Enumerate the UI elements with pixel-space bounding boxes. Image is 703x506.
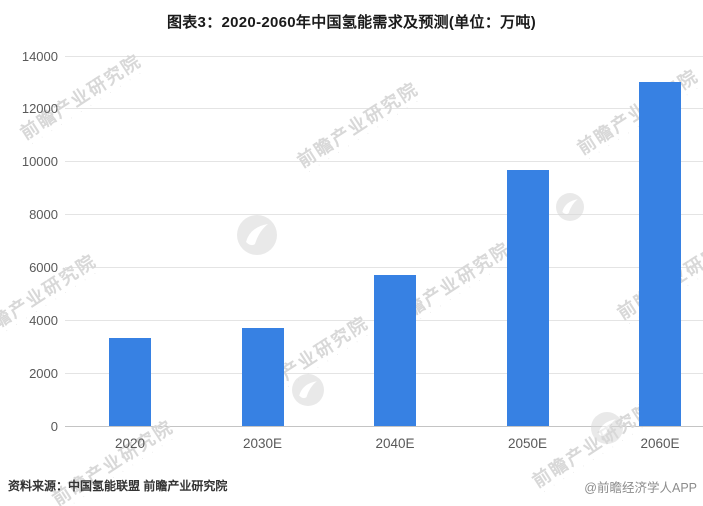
x-tick-label: 2020 bbox=[114, 436, 146, 451]
watermark-logo-icon bbox=[292, 374, 324, 406]
x-axis-line bbox=[65, 425, 703, 427]
bar-2030E bbox=[241, 327, 284, 426]
y-tick-label: 8000 bbox=[29, 207, 58, 223]
gridline bbox=[65, 161, 703, 163]
watermark-logo-icon bbox=[556, 193, 584, 221]
chart-title: 图表3：2020-2060年中国氢能需求及预测(单位：万吨) bbox=[166, 14, 537, 31]
y-tick-label: 4000 bbox=[29, 312, 58, 328]
gridline bbox=[65, 266, 703, 268]
bar-2020 bbox=[109, 337, 151, 426]
bar-2060E bbox=[639, 81, 681, 426]
gridline bbox=[65, 108, 703, 110]
x-tick-label: 2050E bbox=[507, 436, 548, 451]
y-tick-label: 2000 bbox=[29, 365, 58, 381]
bar-2050E bbox=[506, 169, 549, 426]
x-tick-label: 2060E bbox=[640, 436, 680, 451]
gridline bbox=[65, 214, 703, 216]
gridline bbox=[65, 55, 703, 57]
bar-2040E bbox=[374, 275, 416, 426]
credit-note: @前瞻经济学人APP bbox=[584, 481, 697, 495]
y-tick-label: 0 bbox=[50, 418, 58, 434]
y-tick-label: 12000 bbox=[21, 101, 58, 117]
y-tick-label: 14000 bbox=[21, 48, 58, 64]
y-tick-label: 6000 bbox=[29, 259, 58, 275]
y-tick-label: 10000 bbox=[21, 154, 58, 170]
source-note: 资料来源：中国氢能联盟 前瞻产业研究院 bbox=[8, 479, 228, 493]
x-tick-label: 2030E bbox=[242, 436, 283, 451]
x-tick-label: 2040E bbox=[375, 436, 415, 451]
watermark-text: 前瞻产业研究院· · · · · · · · · · · · bbox=[16, 50, 147, 147]
watermark-logo-icon bbox=[237, 215, 277, 255]
